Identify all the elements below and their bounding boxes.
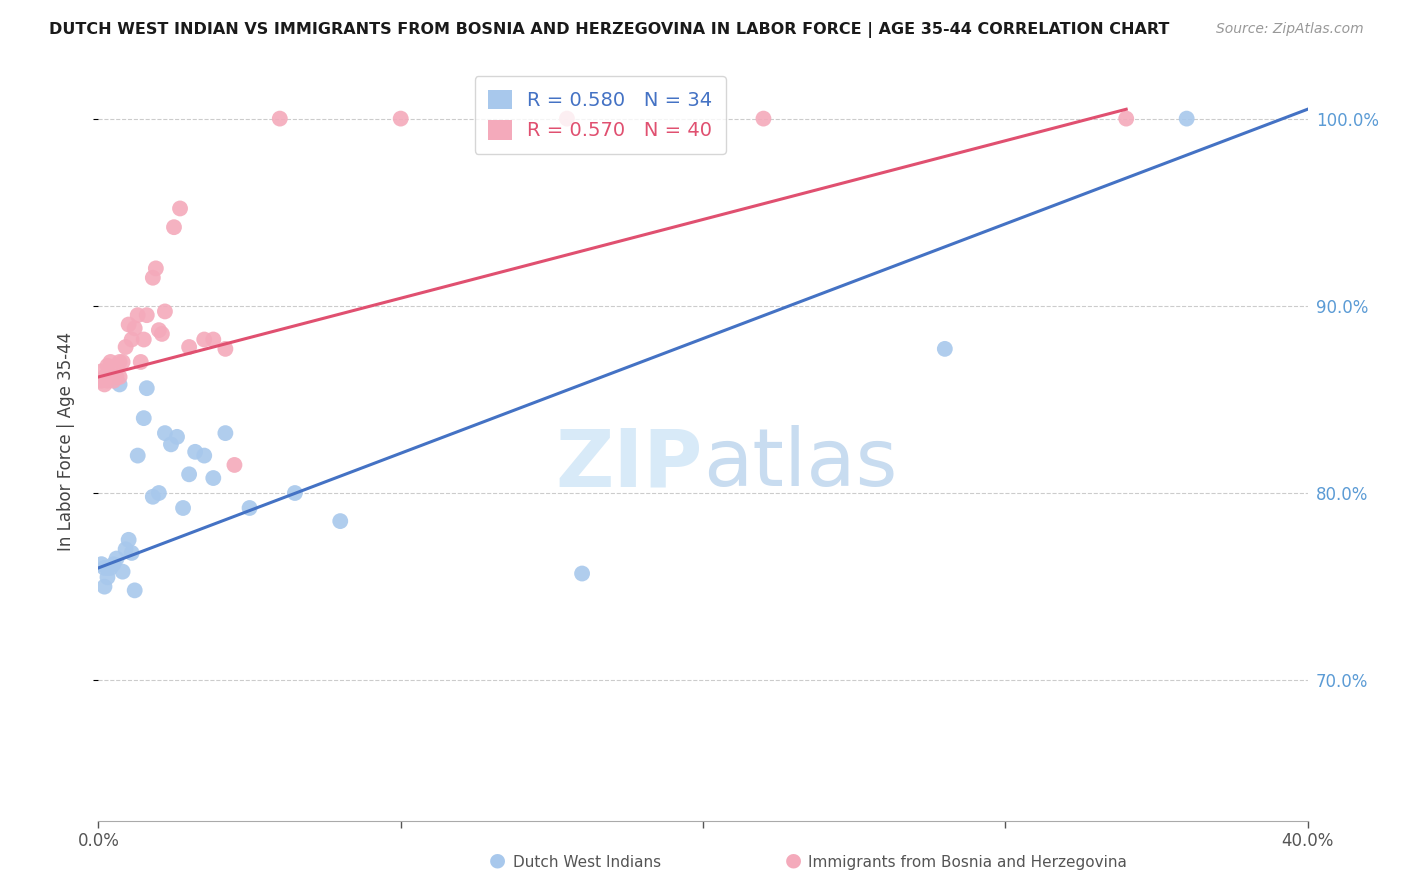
Point: [114, 542, 136, 557]
Point: [148, 486, 170, 500]
Point: [132, 333, 155, 347]
Point: [132, 411, 155, 425]
Point: [239, 501, 262, 516]
Point: [118, 533, 141, 547]
Point: [224, 458, 246, 472]
Point: [163, 220, 186, 235]
Point: [179, 467, 201, 482]
Text: Source: ZipAtlas.com: Source: ZipAtlas.com: [1216, 22, 1364, 37]
Point: [103, 370, 125, 384]
Point: [118, 318, 141, 332]
Point: [105, 370, 128, 384]
Point: [135, 381, 157, 395]
Point: [100, 561, 122, 575]
Text: DUTCH WEST INDIAN VS IMMIGRANTS FROM BOSNIA AND HERZEGOVINA IN LABOR FORCE | AGE: DUTCH WEST INDIAN VS IMMIGRANTS FROM BOS…: [49, 22, 1170, 38]
Point: [284, 486, 307, 500]
Point: [96, 570, 118, 584]
Point: [184, 445, 207, 459]
Text: ZIP: ZIP: [555, 425, 703, 503]
Point: [93, 370, 115, 384]
Point: [934, 342, 956, 356]
Point: [108, 370, 131, 384]
Point: [105, 551, 128, 566]
Point: [96, 359, 118, 373]
Point: [193, 333, 215, 347]
Point: [142, 490, 165, 504]
Point: [153, 304, 176, 318]
Legend: R = 0.580   N = 34, R = 0.570   N = 40: R = 0.580 N = 34, R = 0.570 N = 40: [475, 76, 725, 154]
Point: [121, 546, 143, 560]
Point: [127, 308, 149, 322]
Point: [103, 557, 125, 571]
Point: [90, 374, 112, 388]
Point: [100, 370, 122, 384]
Point: [153, 426, 176, 441]
Point: [114, 340, 136, 354]
Point: [752, 112, 775, 126]
Point: [179, 340, 201, 354]
Point: [172, 501, 194, 516]
Point: [93, 377, 115, 392]
Point: [1175, 112, 1198, 126]
Point: [90, 557, 112, 571]
Point: [571, 566, 593, 581]
Point: [96, 561, 118, 575]
Point: [127, 449, 149, 463]
Point: [169, 202, 191, 216]
Point: [93, 580, 115, 594]
Point: [214, 342, 236, 356]
Point: [1115, 112, 1137, 126]
Point: [105, 359, 128, 373]
Point: [121, 333, 143, 347]
Point: [135, 308, 157, 322]
Point: [93, 561, 115, 575]
Point: [160, 437, 183, 451]
Text: Immigrants from Bosnia and Herzegovina: Immigrants from Bosnia and Herzegovina: [808, 855, 1128, 870]
Point: [129, 355, 152, 369]
Text: ●: ●: [489, 851, 506, 870]
Point: [202, 471, 225, 485]
Point: [389, 112, 412, 126]
Point: [145, 261, 167, 276]
Point: [111, 355, 134, 369]
Point: [108, 355, 131, 369]
Point: [555, 112, 578, 126]
Point: [329, 514, 352, 528]
Text: ●: ●: [785, 851, 801, 870]
Point: [103, 374, 125, 388]
Point: [166, 430, 188, 444]
Point: [100, 355, 122, 369]
Text: Dutch West Indians: Dutch West Indians: [513, 855, 661, 870]
Text: atlas: atlas: [703, 425, 897, 503]
Point: [142, 270, 165, 285]
Point: [90, 364, 112, 378]
Y-axis label: In Labor Force | Age 35-44: In Labor Force | Age 35-44: [56, 332, 75, 551]
Point: [124, 583, 146, 598]
Point: [111, 565, 134, 579]
Point: [150, 326, 173, 341]
Point: [214, 426, 236, 441]
Point: [108, 377, 131, 392]
Point: [124, 321, 146, 335]
Point: [96, 374, 118, 388]
Point: [193, 449, 215, 463]
Point: [269, 112, 291, 126]
Point: [148, 323, 170, 337]
Point: [202, 333, 225, 347]
